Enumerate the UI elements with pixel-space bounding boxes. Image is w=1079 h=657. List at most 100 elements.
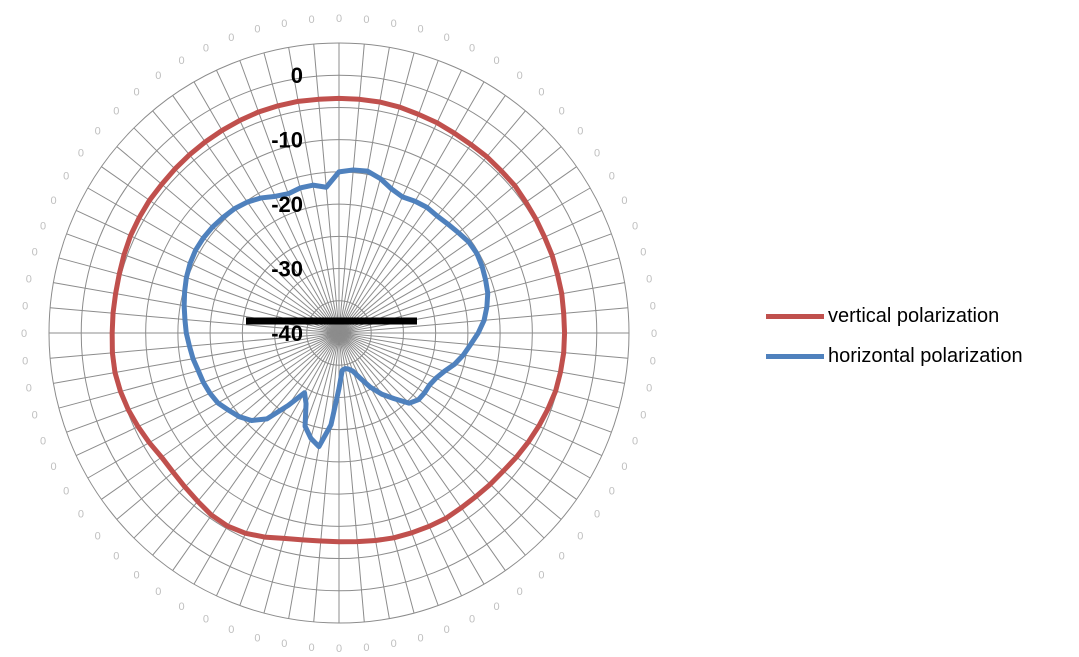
spoke-line: [133, 127, 340, 334]
spoke-line: [338, 332, 415, 614]
spoke-line: [116, 332, 340, 520]
spoke-line: [263, 52, 340, 334]
angle-tick-label: 0: [391, 638, 397, 650]
spoke-line: [338, 233, 612, 334]
spoke-line: [338, 60, 439, 334]
spoke-line: [338, 332, 439, 606]
spoke-line: [239, 60, 340, 334]
angle-tick-label: 0: [133, 87, 139, 99]
angle-tick-label: 0: [40, 220, 46, 232]
spoke-line: [152, 110, 340, 334]
spoke-line: [338, 332, 603, 457]
spoke-line: [338, 332, 591, 479]
angle-tick-label: 0: [493, 55, 499, 67]
angle-tick-label: 0: [308, 14, 314, 26]
angle-tick-label: 0: [559, 105, 565, 117]
angle-tick-label: 0: [203, 613, 209, 625]
spoke-line: [53, 332, 340, 384]
angle-tick-label: 0: [538, 569, 544, 581]
legend: vertical polarization horizontal polariz…: [766, 296, 1023, 376]
angle-tick-label: 0: [493, 601, 499, 613]
ring-circle: [306, 300, 372, 366]
spoke-line: [263, 332, 340, 614]
spoke-line: [172, 95, 340, 334]
legend-label-horizontal: horizontal polarization: [828, 344, 1023, 367]
angle-tick-label: 0: [577, 530, 583, 542]
spoke-line: [116, 146, 340, 334]
angle-tick-label: 0: [155, 70, 161, 82]
angle-tick-label: 0: [32, 246, 38, 258]
spoke-line: [338, 69, 463, 334]
angle-tick-label: 0: [63, 486, 69, 498]
spoke-line: [338, 332, 612, 433]
spoke-line: [50, 307, 340, 334]
angle-tick-label: 0: [178, 55, 184, 67]
angle-tick-label: 0: [577, 126, 583, 138]
angle-tick-label: 0: [22, 301, 28, 313]
spoke-line: [338, 332, 545, 539]
spoke-line: [53, 282, 340, 334]
radial-tick-label: -30: [271, 257, 303, 282]
radial-tick-label: -40: [271, 321, 303, 346]
spoke-line: [338, 332, 628, 359]
spoke-line: [338, 332, 390, 619]
radial-tick-label: -10: [271, 128, 303, 153]
angle-tick-label: 0: [228, 32, 234, 44]
spoke-line: [338, 95, 506, 334]
angle-tick-label: 0: [621, 195, 627, 207]
spoke-line: [193, 332, 340, 585]
ring-circle: [48, 42, 630, 624]
radial-tick-label: -20: [271, 192, 303, 217]
spoke-line: [338, 166, 577, 334]
spoke-line: [152, 332, 340, 556]
angle-tick-label: 0: [95, 126, 101, 138]
spoke-line: [193, 81, 340, 334]
ring-circle: [145, 139, 533, 527]
ring-circle: [80, 74, 598, 592]
angle-tick-label: 0: [640, 410, 646, 422]
angle-tick-label: 0: [21, 328, 27, 340]
spoke-line: [101, 332, 340, 500]
angle-tick-label: 0: [609, 171, 615, 183]
angle-tick-label: 0: [228, 624, 234, 636]
spoke-line: [338, 332, 365, 622]
angle-tick-label: 0: [646, 383, 652, 395]
spoke-line: [50, 332, 340, 359]
angle-tick-label: 0: [63, 171, 69, 183]
spoke-line: [288, 47, 340, 334]
spoke-line: [338, 47, 390, 334]
series-line-vertical-polarization: [109, 95, 568, 545]
spoke-line: [338, 332, 625, 384]
angle-tick-label: 0: [26, 273, 32, 285]
angle-tick-label: 0: [609, 486, 615, 498]
ring-circle: [241, 235, 437, 431]
angle-tick-label: 0: [444, 32, 450, 44]
spoke-line: [172, 332, 340, 571]
angle-tick-label: 0: [417, 632, 423, 644]
angle-tick-label: 0: [155, 586, 161, 598]
angle-tick-label: 0: [254, 632, 260, 644]
spoke-line: [239, 332, 340, 606]
spoke-line: [215, 332, 340, 597]
spoke-line: [87, 187, 340, 334]
legend-swatch-horizontal: [766, 353, 824, 359]
angle-tick-label: 0: [650, 355, 656, 367]
series-line-horizontal-polarization: [181, 167, 491, 450]
angle-tick-label: 0: [363, 642, 369, 654]
angle-tick-label: 0: [469, 613, 475, 625]
angle-tick-label: 0: [336, 643, 342, 655]
ring-circle: [209, 203, 469, 463]
spoke-line: [338, 282, 625, 334]
angle-tick-label: 0: [640, 246, 646, 258]
angle-tick-label: 0: [469, 43, 475, 55]
angle-tick-label: 0: [632, 436, 638, 448]
spoke-line: [133, 332, 340, 539]
angle-tick-label: 0: [650, 301, 656, 313]
angle-tick-label: 0: [78, 509, 84, 521]
spoke-line: [66, 233, 340, 334]
spoke-line: [338, 332, 506, 571]
angle-tick-label: 0: [22, 355, 28, 367]
spoke-line: [338, 187, 591, 334]
angle-tick-label: 0: [203, 43, 209, 55]
